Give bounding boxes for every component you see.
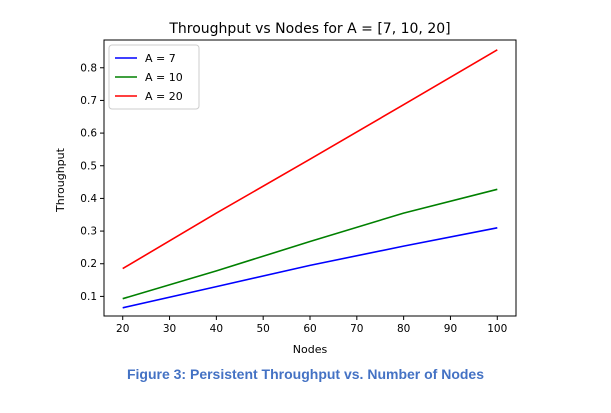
x-tick-label: 80 (397, 323, 410, 335)
series-line-1 (122, 227, 498, 309)
x-tick-label: 30 (163, 323, 176, 335)
y-tick-label: 0.2 (80, 258, 97, 270)
y-axis-label: Throughput (54, 147, 67, 213)
x-tick-label: 50 (256, 323, 269, 335)
series-line-2 (122, 188, 498, 300)
x-tick-label: 20 (116, 323, 129, 335)
legend-box (108, 44, 200, 110)
y-tick-label: 0.4 (80, 193, 97, 205)
chart-title: Throughput vs Nodes for A = [7, 10, 20] (168, 21, 450, 37)
legend: A = 7 A = 10 A = 20 (108, 44, 200, 110)
series-line-3 (122, 49, 498, 270)
x-tick-label: 60 (303, 323, 316, 335)
legend-label-1: A = 7 (145, 52, 176, 65)
x-axis-label: Nodes (293, 343, 328, 356)
legend-label-3: A = 20 (145, 90, 183, 103)
x-axis: 20 30 40 50 60 70 80 90 100 (116, 316, 507, 335)
x-tick-label: 100 (487, 323, 507, 335)
series-layer (122, 49, 498, 309)
y-tick-label: 0.5 (80, 160, 97, 172)
y-tick-label: 0.8 (80, 62, 97, 74)
y-tick-label: 0.3 (80, 226, 97, 238)
legend-label-2: A = 10 (145, 71, 183, 84)
y-tick-label: 0.1 (80, 291, 97, 303)
y-tick-label: 0.7 (80, 95, 97, 107)
x-tick-label: 70 (350, 323, 363, 335)
y-axis: 0.1 0.2 0.3 0.4 0.5 0.6 0.7 0.8 (80, 62, 104, 303)
figure-caption: Figure 3: Persistent Throughput vs. Numb… (126, 366, 485, 382)
x-tick-label: 40 (210, 323, 223, 335)
x-tick-label: 90 (444, 323, 457, 335)
y-tick-label: 0.6 (80, 128, 97, 140)
